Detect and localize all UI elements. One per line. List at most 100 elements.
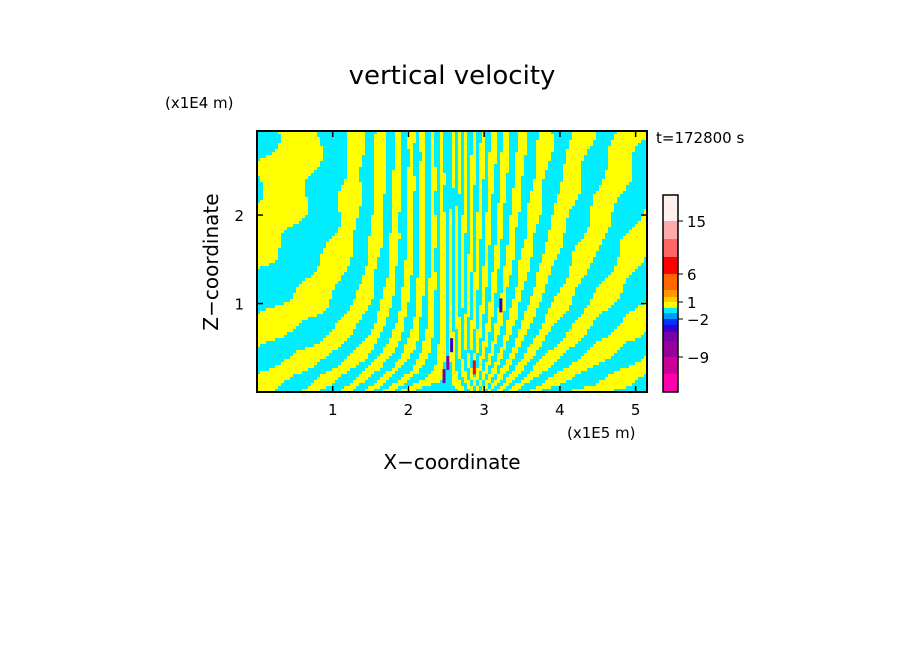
field-cell bbox=[482, 380, 486, 384]
field-cell bbox=[467, 194, 471, 198]
field-cell bbox=[512, 362, 519, 366]
field-cell bbox=[569, 347, 591, 351]
field-cell bbox=[476, 332, 483, 336]
field-cell bbox=[548, 239, 564, 243]
field-cell bbox=[494, 269, 498, 273]
field-cell bbox=[422, 341, 432, 345]
field-cell bbox=[446, 227, 450, 231]
field-cell bbox=[446, 317, 450, 321]
field-cell bbox=[425, 221, 432, 225]
field-cell bbox=[479, 155, 486, 159]
field-cell bbox=[473, 311, 477, 315]
field-cell bbox=[293, 224, 342, 228]
field-cell bbox=[533, 368, 549, 372]
field-cell bbox=[389, 275, 396, 279]
field-cell bbox=[470, 302, 474, 306]
field-cell bbox=[335, 323, 357, 327]
field-cell bbox=[620, 347, 647, 351]
field-cell bbox=[461, 383, 468, 387]
field-cell bbox=[590, 215, 612, 219]
field-cell bbox=[506, 263, 513, 267]
field-cell bbox=[563, 239, 582, 243]
field-cell bbox=[458, 275, 462, 279]
field-cell bbox=[572, 389, 615, 392]
field-cell bbox=[446, 308, 450, 312]
field-cell bbox=[554, 260, 573, 264]
field-cell bbox=[458, 137, 462, 141]
field-cell bbox=[401, 299, 411, 303]
field-cell bbox=[482, 329, 486, 333]
field-cell bbox=[467, 308, 471, 312]
field-cell bbox=[308, 197, 339, 201]
field-cell bbox=[452, 254, 456, 258]
field-cell bbox=[608, 149, 636, 153]
field-cell bbox=[395, 278, 405, 282]
field-cell bbox=[257, 323, 300, 327]
field-cell bbox=[425, 134, 432, 138]
field-cell bbox=[443, 164, 453, 168]
field-cell bbox=[422, 344, 432, 348]
field-cell bbox=[536, 170, 546, 174]
field-cell bbox=[530, 263, 540, 267]
field-cell bbox=[587, 332, 612, 336]
field-cell bbox=[386, 143, 396, 147]
field-cell bbox=[548, 233, 564, 237]
field-cell bbox=[485, 152, 489, 156]
field-cell bbox=[440, 131, 444, 135]
field-cell bbox=[371, 230, 384, 234]
field-cell bbox=[539, 332, 549, 336]
field-cell bbox=[407, 134, 417, 138]
field-cell bbox=[494, 296, 501, 300]
field-cell bbox=[521, 203, 528, 207]
field-cell bbox=[638, 305, 647, 309]
field-cell bbox=[521, 206, 528, 210]
field-cell bbox=[491, 143, 498, 147]
field-cell bbox=[542, 383, 561, 387]
field-cell bbox=[491, 344, 495, 348]
field-cell bbox=[512, 263, 519, 267]
field-cell bbox=[539, 137, 555, 141]
field-cell bbox=[524, 239, 534, 243]
field-cell bbox=[479, 344, 483, 348]
field-cell bbox=[632, 164, 647, 168]
field-cell bbox=[434, 212, 441, 216]
field-cell bbox=[434, 320, 441, 324]
field-cell bbox=[518, 389, 531, 392]
field-cell bbox=[518, 350, 528, 354]
field-cell bbox=[452, 140, 456, 144]
field-cell bbox=[452, 236, 456, 240]
field-cell bbox=[455, 305, 459, 309]
field-cell bbox=[362, 314, 378, 318]
field-cell bbox=[446, 278, 450, 282]
field-cell bbox=[461, 332, 465, 336]
field-cell bbox=[524, 173, 537, 177]
field-cell bbox=[440, 194, 444, 198]
field-cell bbox=[476, 371, 480, 375]
field-cell bbox=[494, 302, 501, 306]
field-cell bbox=[446, 260, 450, 264]
field-cell bbox=[368, 386, 381, 390]
field-cell bbox=[440, 290, 447, 294]
field-cell bbox=[551, 218, 567, 222]
field-cell bbox=[347, 167, 360, 171]
field-cell bbox=[347, 143, 366, 147]
field-cell bbox=[425, 215, 432, 219]
field-cell bbox=[569, 269, 588, 273]
field-cell bbox=[257, 143, 279, 147]
field-cell bbox=[413, 221, 420, 225]
field-cell bbox=[440, 305, 447, 309]
field-cell bbox=[482, 140, 486, 144]
field-cell bbox=[443, 131, 453, 135]
field-cell bbox=[467, 284, 471, 288]
colorbar-segment bbox=[663, 313, 678, 319]
field-cell bbox=[437, 284, 441, 288]
field-cell bbox=[428, 317, 435, 321]
field-cell bbox=[365, 269, 375, 273]
field-cell bbox=[491, 362, 495, 366]
field-cell bbox=[257, 134, 282, 138]
field-cell bbox=[482, 200, 489, 204]
field-cell bbox=[464, 293, 468, 297]
field-cell bbox=[461, 323, 465, 327]
field-cell bbox=[464, 368, 471, 372]
field-cell bbox=[452, 137, 456, 141]
